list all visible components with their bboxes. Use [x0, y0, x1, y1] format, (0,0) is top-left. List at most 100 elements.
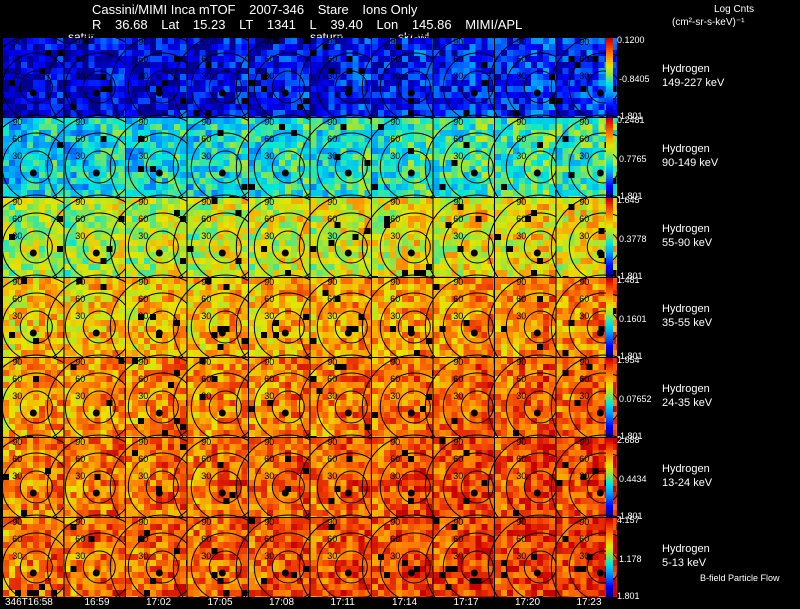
pixel [9, 124, 15, 130]
pixel [469, 110, 476, 116]
pixel [537, 118, 543, 124]
pixel [168, 184, 174, 190]
pixel [106, 178, 113, 184]
pixel [322, 252, 329, 258]
pixel [309, 210, 310, 216]
pixel [174, 110, 180, 116]
pixel [432, 222, 433, 228]
pixel [9, 290, 15, 296]
pixel [481, 196, 488, 197]
pixel [217, 116, 224, 117]
pixel [372, 246, 378, 252]
pixel [303, 80, 309, 86]
pixel [457, 190, 464, 196]
pixel [100, 116, 107, 117]
pixel [21, 104, 27, 110]
pixel [279, 116, 285, 117]
pixel [27, 264, 33, 270]
pixel [82, 130, 89, 136]
pixel [205, 142, 212, 148]
pixel [451, 270, 458, 276]
pixel [390, 44, 396, 50]
pixel [144, 56, 150, 62]
pixel [402, 258, 408, 264]
pixel [156, 80, 162, 86]
pixel [372, 228, 378, 234]
pixel [21, 190, 27, 196]
pixel [475, 44, 482, 50]
pixel [328, 246, 335, 252]
pixel [433, 50, 440, 56]
pixel [432, 74, 433, 80]
pixel [328, 124, 335, 130]
pixel [574, 110, 581, 116]
pixel [328, 44, 335, 50]
pixel [322, 172, 329, 178]
pixel [592, 276, 599, 277]
pixel [57, 178, 63, 184]
pixel [217, 184, 224, 190]
pixel [384, 118, 390, 124]
colorbar-step [606, 261, 613, 264]
pixel [364, 110, 371, 116]
pixel [475, 116, 482, 117]
pixel [15, 308, 21, 314]
pixel [525, 136, 531, 142]
pixel [616, 124, 617, 130]
pixel [598, 246, 605, 252]
pixel [217, 216, 224, 222]
pixel [187, 196, 194, 197]
pixel [549, 210, 555, 216]
pixel [15, 124, 21, 130]
pixel [187, 198, 194, 204]
pixel [384, 154, 390, 160]
colorbar-step [606, 123, 613, 127]
pixel [15, 142, 21, 148]
pixel [297, 166, 303, 172]
pixel [255, 92, 261, 98]
pixel [150, 216, 156, 222]
pixel [124, 172, 125, 178]
pixel [328, 50, 335, 56]
pixel [328, 252, 335, 258]
pixel [193, 196, 200, 197]
pixel [132, 116, 138, 117]
pixel [568, 38, 575, 44]
pixel [217, 246, 224, 252]
pixel [525, 160, 531, 166]
pixel [481, 190, 488, 196]
pixel [445, 74, 452, 80]
pixel [223, 216, 230, 222]
pixel [580, 258, 587, 264]
pixel [229, 80, 236, 86]
pixel [340, 240, 347, 246]
pixel [495, 154, 501, 160]
pixel [132, 228, 138, 234]
pixel [124, 166, 125, 172]
pixel [303, 86, 309, 92]
pixel [501, 38, 507, 44]
pixel [433, 80, 440, 86]
pixel [162, 204, 168, 210]
pixel [249, 196, 255, 197]
pixel [487, 38, 494, 44]
pixel [525, 124, 531, 130]
pixel [586, 184, 593, 190]
pixel [346, 240, 353, 246]
pixel [174, 148, 180, 154]
pixel [106, 204, 113, 210]
pixel [556, 210, 563, 216]
pixel [180, 196, 186, 197]
pixel [9, 216, 15, 222]
pixel [211, 240, 218, 246]
pixel [247, 154, 248, 160]
pixel [180, 38, 186, 44]
pixel [414, 136, 420, 142]
pixel [180, 130, 186, 136]
colorbar-step [606, 175, 613, 178]
pixel [168, 234, 174, 240]
pixel [124, 50, 125, 56]
pixel [9, 296, 15, 302]
pixel [610, 38, 617, 44]
pixel [309, 258, 310, 264]
